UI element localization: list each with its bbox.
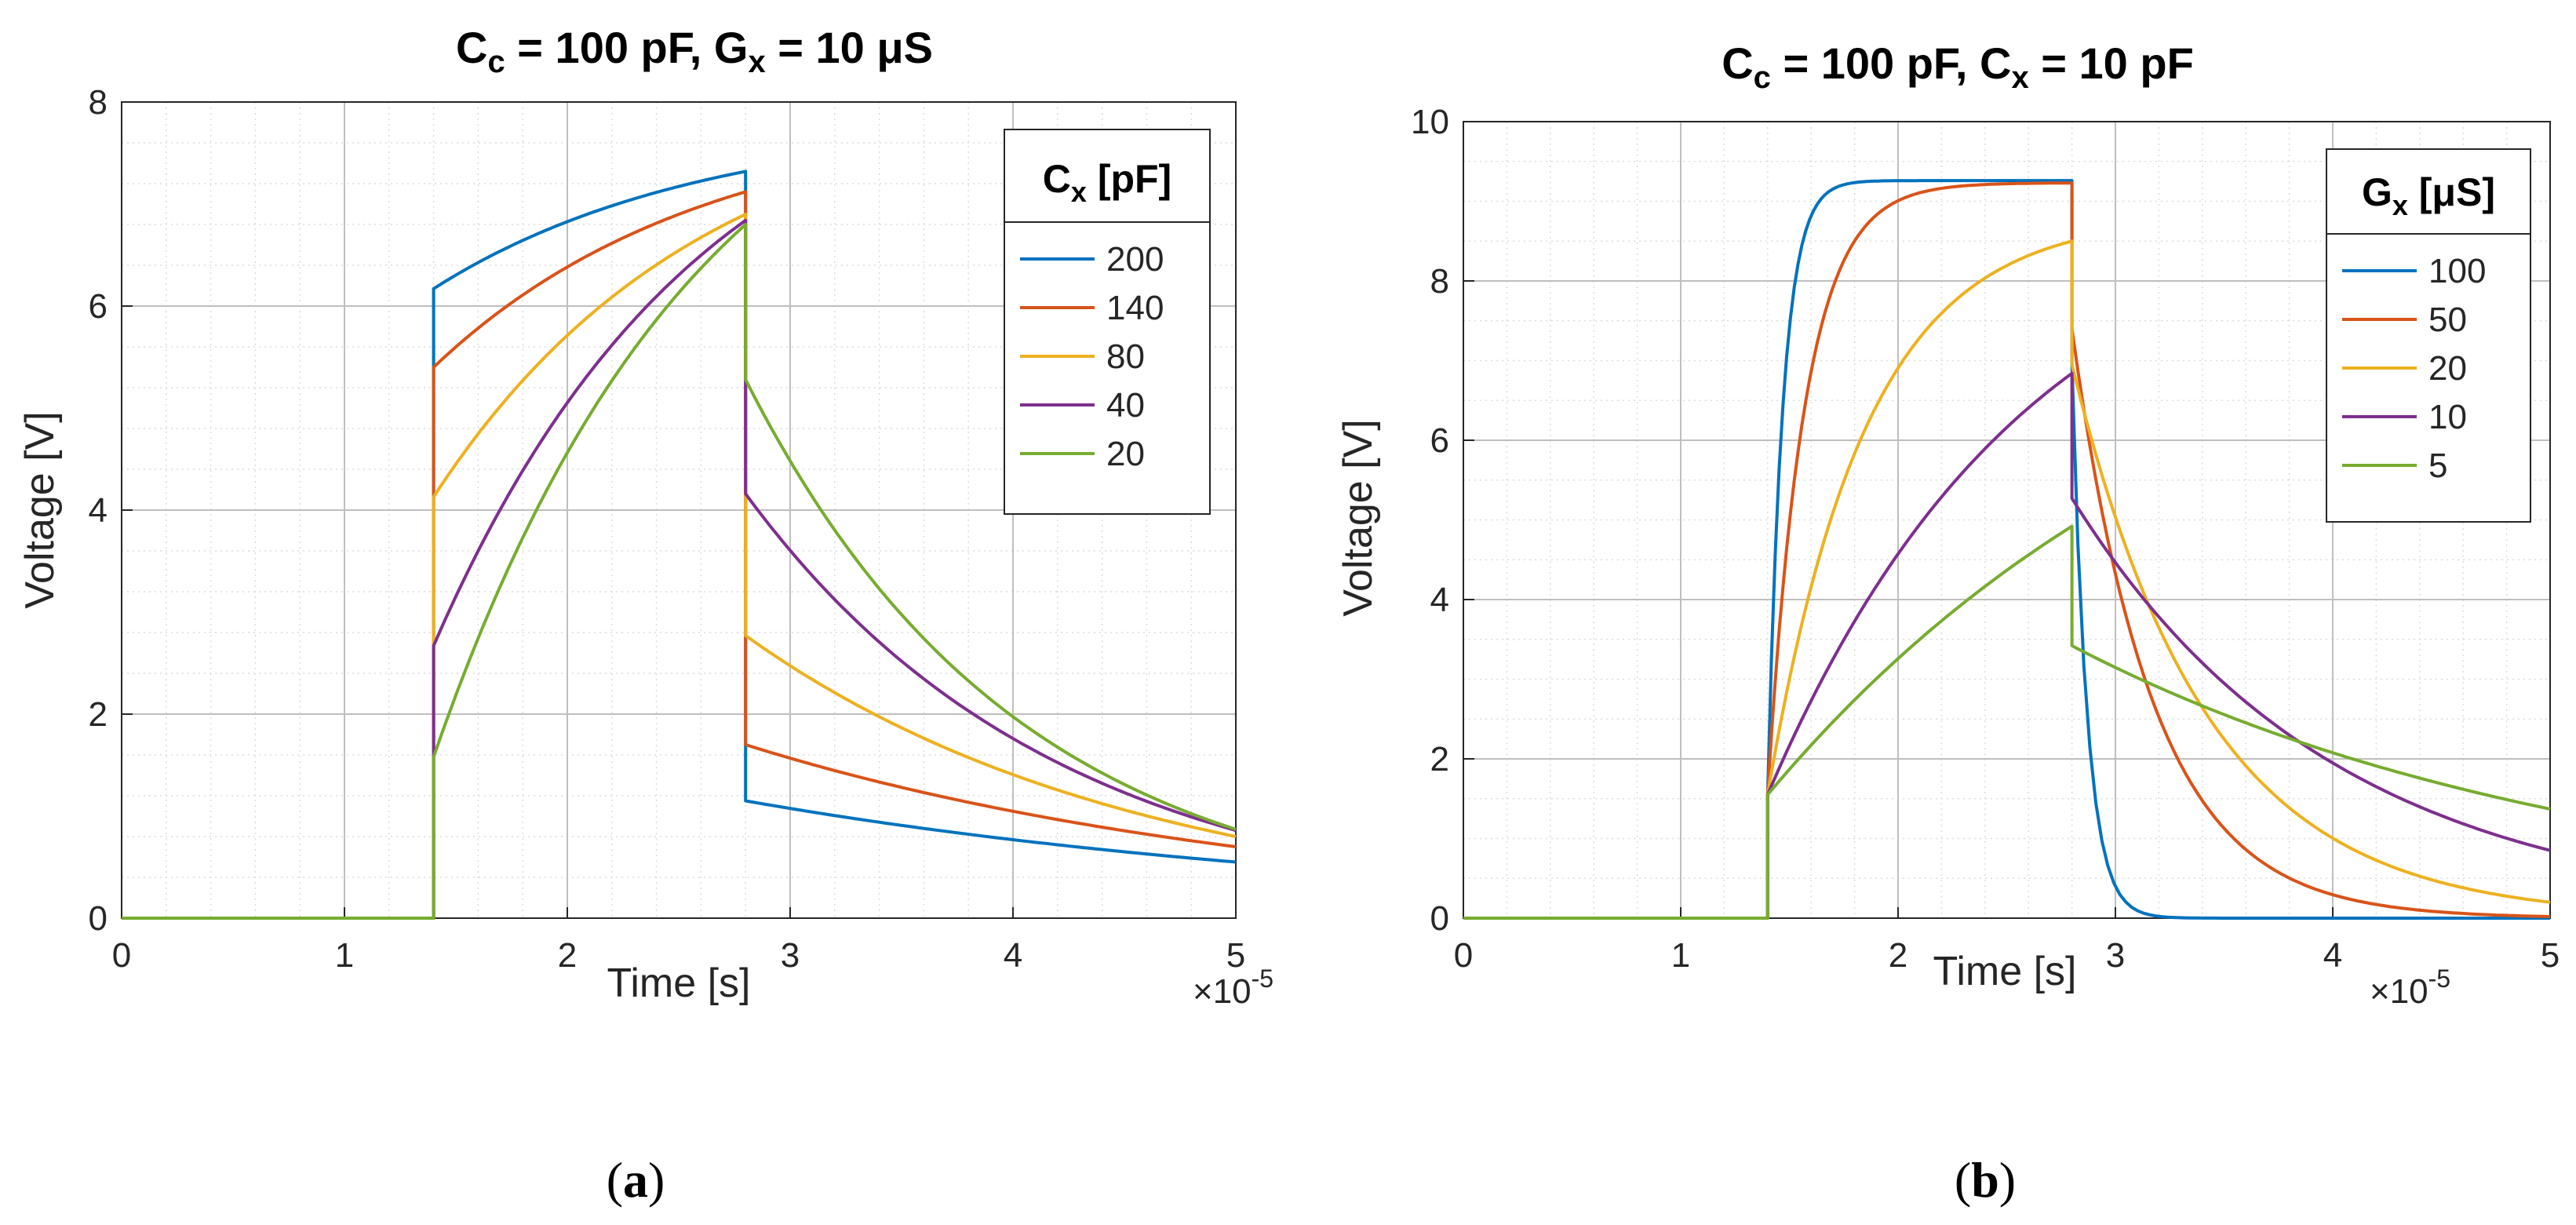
legend-items: 100 50 20 10 5: [2342, 252, 2486, 485]
chart-title: Cc = 100 pF, Cx = 10 pF: [1722, 38, 2194, 95]
x-tick-label: 4: [1004, 936, 1022, 975]
legend-box: [1004, 129, 1211, 515]
plot-area-frame: [1463, 121, 2551, 919]
legend-label-80: 80: [1106, 337, 1145, 376]
y-tick-label: 0: [89, 899, 107, 938]
x-tick-label: 5: [1226, 936, 1245, 975]
y-tick-label: 6: [1430, 421, 1449, 460]
legend: Gx [μS] 100 50 20 10 5: [2326, 148, 2531, 523]
y-tick-label: 2: [89, 695, 107, 734]
legend-label-200: 200: [1106, 240, 1164, 279]
series-lines: [122, 170, 1237, 920]
panel-caption: (a): [607, 1152, 665, 1208]
series-line-10: [1463, 371, 2551, 920]
axis-ticks: 0 1 2 3 4 5 0 2 4 6 8: [89, 83, 1246, 975]
series-lines: [1463, 179, 2551, 920]
x-axis-label: Time [s]: [607, 961, 751, 1006]
y-tick-label: 4: [1430, 581, 1449, 619]
series-line-20: [122, 223, 1237, 920]
y-axis-label: Voltage [V]: [17, 411, 63, 609]
series-line-50: [1463, 181, 2551, 920]
x-tick-label: 0: [112, 936, 131, 975]
legend-label-40: 40: [1106, 386, 1145, 425]
y-tick-label: 8: [1430, 262, 1449, 301]
x-tick-label: 4: [2323, 936, 2342, 975]
series-line-140: [122, 190, 1237, 920]
y-tick-label: 0: [1430, 899, 1449, 938]
panel-caption: (b): [1955, 1152, 2016, 1208]
series-line-5: [1463, 524, 2551, 920]
x-axis-exponent: ×10-5: [1193, 964, 1273, 1011]
legend-label-20: 20: [2428, 349, 2467, 388]
y-tick-label: 4: [89, 491, 107, 530]
legend-box: [2326, 148, 2531, 523]
series-line-80: [122, 213, 1237, 920]
x-tick-label: 3: [781, 936, 800, 975]
series-line-20: [1463, 239, 2551, 920]
series-line-40: [122, 218, 1237, 920]
y-tick-label: 2: [1430, 740, 1449, 778]
y-axis-label: Voltage [V]: [1335, 419, 1381, 617]
x-tick-label: 1: [1671, 936, 1690, 975]
legend-label-50: 50: [2428, 301, 2467, 339]
legend-label-10: 10: [2428, 398, 2467, 436]
x-tick-label: 3: [2106, 936, 2125, 975]
legend-label-20: 20: [1106, 435, 1145, 473]
x-tick-label: 2: [558, 936, 577, 975]
legend-items: 200 140 80 40 20: [1020, 240, 1164, 473]
x-axis-exponent: ×10-5: [2370, 964, 2450, 1011]
legend-label-5: 5: [2428, 447, 2447, 485]
legend-title: Cx [pF]: [1043, 157, 1171, 208]
y-tick-label: 6: [89, 287, 107, 326]
legend-title: Gx [μS]: [2362, 170, 2495, 221]
x-tick-label: 0: [1454, 936, 1473, 975]
x-tick-label: 5: [2541, 936, 2560, 975]
y-tick-label: 8: [89, 83, 107, 122]
series-line-100: [1463, 179, 2550, 920]
legend-label-100: 100: [2428, 252, 2486, 290]
x-tick-label: 2: [1889, 936, 1907, 975]
x-tick-label: 1: [335, 936, 354, 975]
y-tick-label: 10: [1411, 103, 1449, 141]
series-line-200: [122, 170, 1237, 920]
chart-title: Cc = 100 pF, Gx = 10 μS: [456, 23, 933, 79]
legend: Cx [pF] 200 140 80 40 20: [1004, 129, 1211, 515]
legend-label-140: 140: [1106, 289, 1164, 327]
x-axis-label: Time [s]: [1933, 949, 2077, 994]
chart-panel-a: Cc = 100 pF, Gx = 10 μS 0 1 2 3 4 5 0 2 4 6 8 Time…: [17, 23, 1273, 1208]
